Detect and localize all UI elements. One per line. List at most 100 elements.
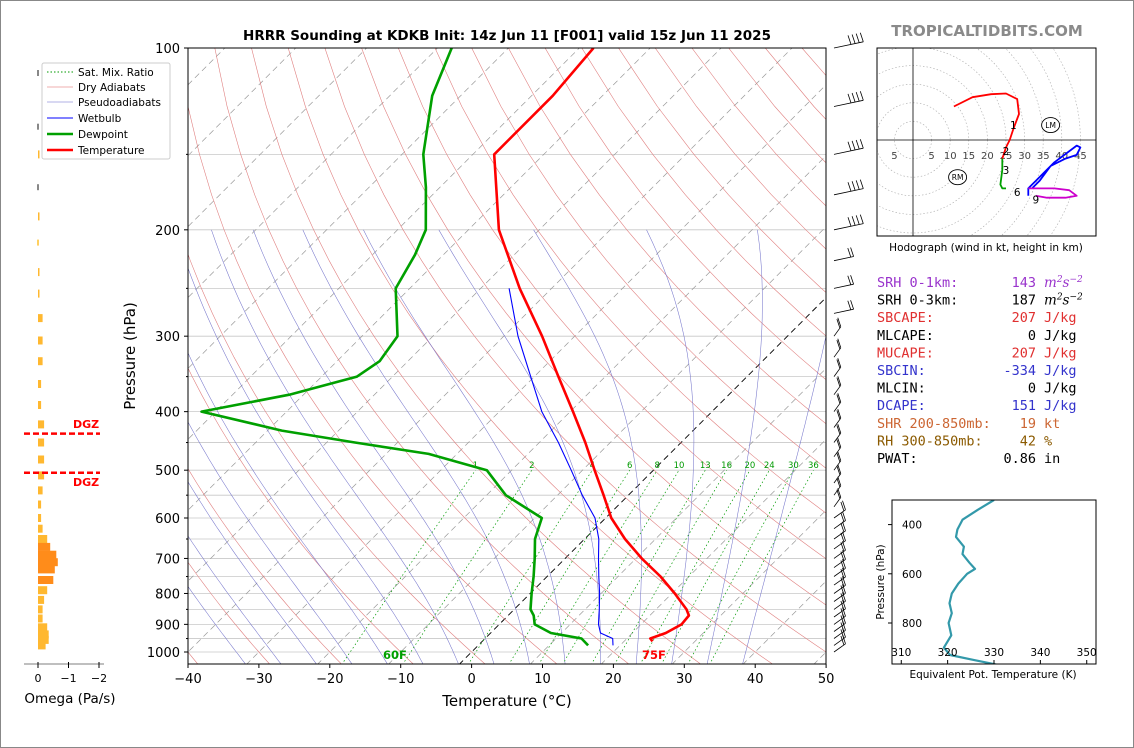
barb-feather	[836, 394, 841, 404]
index-name: PWAT:	[877, 451, 918, 467]
barb-feather	[837, 464, 842, 474]
moist-adiabat	[188, 481, 317, 664]
theta-e-xlabel: Equivalent Pot. Temperature (K)	[909, 669, 1076, 681]
barb-feather	[851, 181, 856, 191]
x-tick-label: 40	[747, 672, 764, 687]
wind-barb	[833, 275, 854, 289]
wind-barb	[833, 488, 842, 508]
mixing-ratio-line	[402, 470, 533, 664]
barb-feather	[837, 423, 842, 434]
isotherm-line	[188, 48, 793, 653]
hodo-ring-label: 35	[1037, 151, 1050, 162]
legend-box	[41, 62, 171, 160]
barb-feather	[847, 217, 852, 227]
wind-barb	[833, 451, 842, 471]
index-unit: J/kg	[1044, 310, 1077, 326]
barb-feather	[847, 141, 852, 151]
barb-feather	[836, 339, 841, 350]
barb-feather	[842, 607, 846, 617]
dry-adiabat	[188, 367, 414, 664]
x-tick-label: 30	[676, 672, 693, 687]
omega-bar	[38, 558, 58, 567]
omega-bar	[38, 212, 40, 221]
omega-bar	[38, 586, 48, 595]
hodo-height-label: 3	[1003, 165, 1010, 177]
isotherm-line	[388, 226, 826, 664]
barb-feather	[836, 489, 841, 499]
omega-bar	[38, 542, 51, 551]
barb-shaft	[833, 256, 854, 262]
barb-feather	[851, 92, 856, 103]
dry-adiabat	[361, 48, 826, 606]
barb-shaft	[833, 417, 842, 428]
hodo-ring-label: 25	[1000, 151, 1013, 162]
hodo-lm-label: LM	[1045, 121, 1056, 130]
omega-bar	[38, 268, 40, 277]
isotherm-line	[813, 651, 826, 664]
x-tick-label: 20	[605, 672, 622, 687]
surface-dewpoint-label: 60F	[383, 648, 407, 662]
barb-feather	[842, 567, 846, 578]
barb-feather	[840, 512, 845, 522]
hodograph-caption: Hodograph (wind in kt, height in km)	[889, 242, 1083, 254]
moist-adiabat	[438, 229, 601, 664]
omega-bar	[38, 550, 57, 559]
barb-shaft	[833, 41, 864, 49]
barb-feather	[859, 214, 864, 224]
index-value: 207	[1012, 310, 1036, 326]
omega-bar	[38, 565, 55, 574]
barb-shaft	[833, 460, 842, 471]
barb-feather	[836, 410, 841, 420]
y-tick-label: 600	[155, 512, 180, 527]
omega-bar	[38, 336, 43, 345]
barb-shaft	[833, 447, 842, 457]
wind-barb	[833, 32, 864, 49]
skewt-profiles	[200, 48, 691, 647]
barb-feather	[837, 408, 842, 419]
barb-feather	[836, 465, 841, 476]
index-value: 187	[1012, 293, 1036, 309]
dry-adiabat	[765, 48, 826, 120]
barb-feather	[840, 568, 845, 579]
legend-label-dewpoint: Dewpoint	[78, 129, 128, 141]
barb-feather	[836, 477, 841, 488]
barb-shaft	[833, 473, 842, 484]
barb-shaft	[833, 540, 846, 550]
barb-feather	[840, 542, 845, 552]
theta-y-tick-label: 400	[902, 520, 922, 532]
y-tick-label: 800	[155, 587, 180, 602]
omega-bar	[38, 455, 45, 464]
legend-label-wetbulb: Wetbulb	[78, 113, 122, 125]
wind-barb	[833, 438, 842, 457]
index-value: 19	[1020, 416, 1036, 432]
barb-feather	[836, 318, 841, 329]
hodo-height-label: 9	[1032, 195, 1039, 207]
barb-feather	[851, 140, 856, 151]
barb-shaft	[833, 147, 864, 155]
dry-adiabat	[471, 48, 826, 469]
wind-barb	[833, 634, 846, 653]
mixing-ratio-label: 16	[721, 461, 732, 471]
barb-feather	[840, 522, 845, 533]
x-tick-label: −10	[387, 672, 414, 687]
omega-x-tick-label: 0	[35, 672, 42, 685]
mixing-ratio-line	[639, 470, 751, 664]
wind-barb	[833, 91, 864, 107]
moist-adiabat	[252, 229, 495, 664]
omega-bar	[38, 380, 42, 388]
wind-barb	[833, 567, 846, 586]
theta-x-tick-label: 340	[1030, 647, 1050, 659]
hodo-ring-label: 10	[944, 151, 957, 162]
index-name: MLCIN:	[877, 381, 926, 397]
barb-shaft	[833, 549, 846, 559]
barb-shaft	[833, 509, 846, 519]
y-tick-label: 700	[155, 552, 180, 567]
moist-adiabat	[533, 229, 642, 664]
hodo-ring-label: 20	[981, 151, 994, 162]
barb-feather	[837, 393, 842, 403]
wind-barb	[833, 300, 854, 314]
barb-feather	[855, 139, 860, 150]
dry-adiabat	[251, 48, 702, 664]
theta-e-plot	[942, 500, 1000, 664]
